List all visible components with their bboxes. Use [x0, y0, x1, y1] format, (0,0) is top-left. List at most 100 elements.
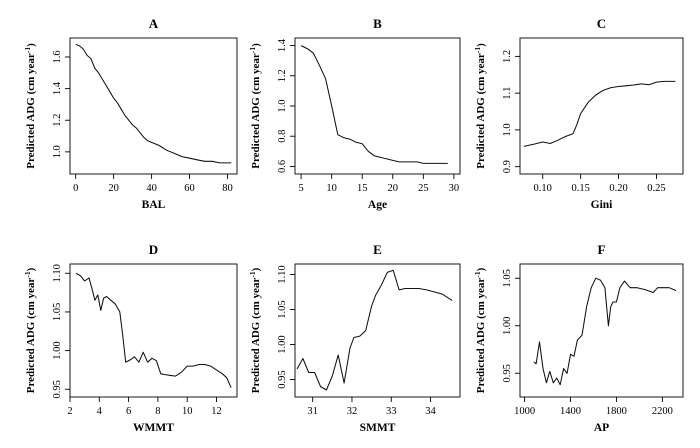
y-tick-label-e: 0.95: [277, 370, 288, 388]
y-axis-label-f: Predicted ADG (cm year-1): [473, 267, 487, 393]
y-axis-label-exponent-c: -1: [473, 47, 482, 53]
x-tick-label-d: 6: [126, 406, 131, 417]
y-axis-label-exponent-e: -1: [248, 271, 257, 277]
x-tick-label-b: 5: [298, 183, 303, 194]
y-tick-label-c: 1.1: [502, 87, 513, 100]
x-axis-label-f: AP: [594, 422, 609, 434]
panel-title-b: B: [373, 16, 382, 31]
x-tick-label-c: 0.10: [534, 183, 552, 194]
x-tick-label-c: 0.20: [609, 183, 627, 194]
series-line-e: [296, 269, 453, 391]
y-tick-label-a: 1.4: [52, 81, 63, 95]
panel-title-e: E: [373, 242, 382, 257]
y-tick-label-a: 1.6: [52, 50, 63, 63]
plot-frame-d: [69, 263, 238, 398]
y-tick-label-d: 1.05: [52, 303, 63, 321]
x-axis-label-c: Gini: [591, 199, 614, 211]
y-axis-label-exponent-b: -1: [248, 47, 257, 53]
x-tick-label-b: 15: [357, 183, 368, 194]
x-tick-label-a: 80: [222, 183, 233, 194]
y-tick-label-b: 1.0: [277, 99, 288, 112]
y-tick-label-a: 1.2: [52, 114, 63, 127]
x-axis-label-e: SMMT: [360, 422, 396, 434]
y-tick-label-e: 1.10: [277, 265, 288, 283]
y-axis-label-a: Predicted ADG (cm year-1): [23, 43, 37, 169]
x-tick-label-e: 34: [425, 406, 436, 417]
y-axis-label-exponent-d: -1: [23, 271, 32, 277]
x-tick-label-f: 1000: [514, 406, 535, 417]
y-tick-label-c: 1.0: [502, 123, 513, 136]
y-axis-label-exponent-a: -1: [23, 47, 32, 53]
panel-c: C Gini Predicted ADG (cm year-1) 0.10 0.15 0.…: [473, 16, 684, 211]
x-tick-label-a: 40: [146, 183, 157, 194]
y-axis-label-e: Predicted ADG (cm year-1): [248, 267, 262, 393]
panel-title-a: A: [149, 16, 159, 31]
plot-frame-a: [69, 37, 238, 175]
x-tick-label-e: 31: [307, 406, 318, 417]
x-axis-label-b: Age: [368, 199, 387, 211]
x-tick-label-b: 25: [418, 183, 429, 194]
y-axis-label-main-e: Predicted ADG (cm year: [250, 278, 262, 394]
y-tick-label-d: 1.00: [52, 341, 63, 359]
y-tick-label-d: 0.95: [52, 380, 63, 398]
x-tick-label-b: 20: [388, 183, 399, 194]
y-tick-label-a: 1.0: [52, 145, 63, 158]
x-axis-label-d: WMMT: [133, 422, 174, 434]
y-tick-label-c: 1.2: [502, 50, 513, 63]
y-axis-label-main-c: Predicted ADG (cm year: [475, 53, 487, 169]
y-axis-label-c: Predicted ADG (cm year-1): [473, 43, 487, 169]
x-tick-label-d: 10: [182, 406, 193, 417]
x-tick-label-f: 1400: [560, 406, 581, 417]
y-axis-label-main-f: Predicted ADG (cm year: [475, 278, 487, 394]
y-tick-label-b: 1.2: [277, 69, 288, 82]
y-axis-label-close-e: ): [250, 267, 262, 271]
x-tick-label-a: 60: [184, 183, 195, 194]
x-tick-label-f: 2200: [652, 406, 673, 417]
panel-d: D WMMT Predicted ADG (cm year-1) 2 4 6 8 10 12 0.…: [23, 242, 238, 434]
y-axis-label-main-d: Predicted ADG (cm year: [25, 278, 37, 394]
x-tick-label-e: 32: [347, 406, 358, 417]
plot-frame-c: [519, 37, 684, 175]
y-axis-label-close-f: ): [475, 267, 487, 271]
series-line-c: [523, 80, 676, 147]
plot-frame-e: [294, 263, 461, 398]
panel-title-d: D: [149, 242, 158, 257]
y-axis-label-main-b: Predicted ADG (cm year: [250, 53, 262, 169]
y-tick-label-f: 1.05: [502, 269, 513, 287]
y-axis-label-close-a: ): [25, 43, 37, 47]
x-tick-label-d: 2: [67, 406, 72, 417]
panel-a: A BAL Predicted ADG (cm year-1) 0 20 40 60 80 1.…: [23, 16, 238, 211]
panel-title-c: C: [597, 16, 606, 31]
x-axis-label-a: BAL: [142, 199, 166, 211]
panel-e: E SMMT Predicted ADG (cm year-1) 31 32 33 34 0.…: [248, 242, 461, 434]
panel-f: F AP Predicted ADG (cm year-1) 1000 1400 1800…: [473, 242, 684, 434]
x-tick-label-d: 4: [97, 406, 103, 417]
y-tick-label-e: 1.05: [277, 300, 288, 318]
x-tick-label-d: 8: [155, 406, 160, 417]
panel-title-f: F: [598, 242, 606, 257]
y-axis-label-b: Predicted ADG (cm year-1): [248, 43, 262, 169]
x-tick-label-e: 33: [386, 406, 397, 417]
y-axis-label-exponent-f: -1: [473, 271, 482, 277]
y-axis-label-main-a: Predicted ADG (cm year: [25, 53, 37, 169]
y-tick-label-e: 1.00: [277, 335, 288, 353]
y-tick-label-d: 1.10: [52, 264, 63, 282]
series-line-a: [75, 43, 232, 164]
x-tick-label-d: 12: [211, 406, 222, 417]
y-axis-label-d: Predicted ADG (cm year-1): [23, 267, 37, 393]
series-line-f: [533, 277, 677, 386]
plot-frame-b: [294, 37, 461, 175]
y-tick-label-b: 1.4: [277, 38, 288, 52]
series-line-b: [300, 45, 448, 164]
x-tick-label-f: 1800: [606, 406, 627, 417]
x-tick-label-b: 30: [449, 183, 460, 194]
x-tick-label-c: 0.15: [571, 183, 589, 194]
plot-frame-f: [519, 263, 684, 398]
y-tick-label-b: 0.6: [277, 160, 288, 173]
y-axis-label-close-b: ): [250, 43, 262, 47]
y-axis-label-close-d: ): [25, 267, 37, 271]
x-tick-label-b: 10: [326, 183, 337, 194]
x-tick-label-a: 20: [108, 183, 119, 194]
y-axis-label-close-c: ): [475, 43, 487, 47]
